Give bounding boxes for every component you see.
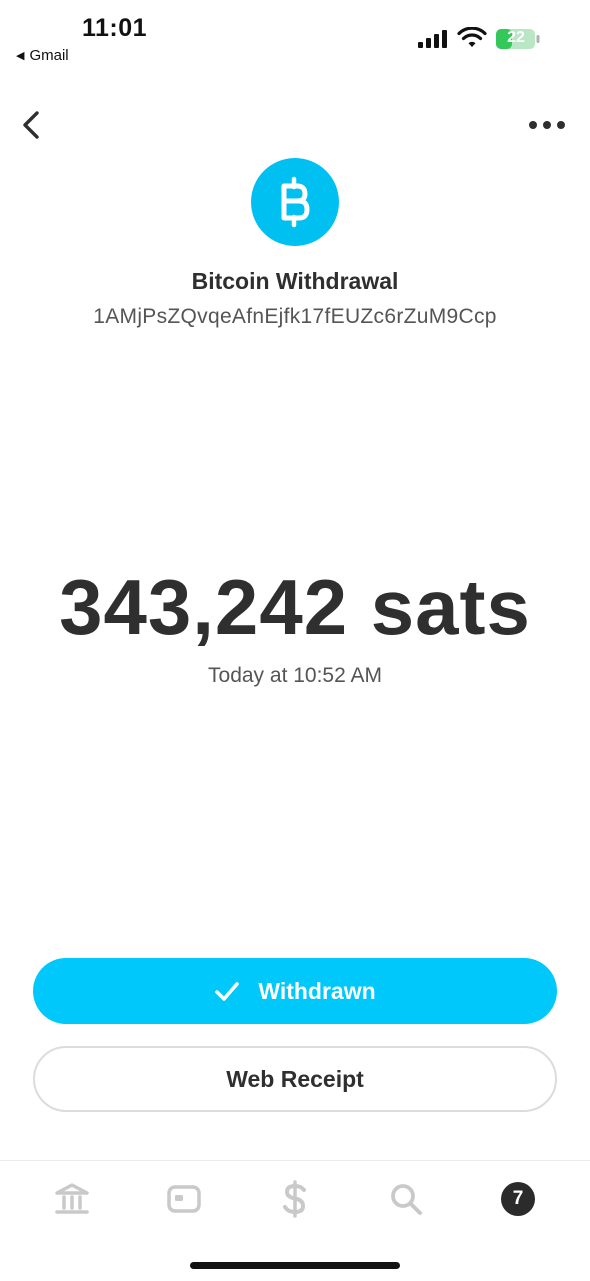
transaction-title: Bitcoin Withdrawal [191,268,399,294]
tab-banking[interactable] [52,1179,92,1219]
back-triangle-icon: ◀ [16,50,25,62]
ellipsis-icon[interactable] [528,116,566,134]
tab-money[interactable] [275,1179,315,1219]
status-time: 11:01 [82,14,148,42]
activity-badge: 7 [501,1182,535,1216]
checkmark-icon [215,982,240,1001]
chevron-left-icon[interactable] [18,108,46,142]
bank-icon [55,1183,89,1214]
tab-card[interactable] [164,1179,204,1219]
tab-search[interactable] [386,1179,426,1219]
web-receipt-button[interactable]: Web Receipt [33,1046,557,1112]
wallet-address: 1AMjPsZQvqeAfnEjfk17fEUZc6rZuM9Ccp [93,305,497,328]
battery-icon [496,29,540,49]
cellular-signal-icon [418,30,447,48]
back-app-label: Gmail [29,47,69,64]
transaction-amount: 343,242 sats [59,563,531,651]
dollar-icon [283,1180,306,1218]
back-to-app-link[interactable]: ◀ Gmail [16,47,69,64]
bottom-tab-bar: 7 [0,1160,590,1281]
withdrawn-label: Withdrawn [258,977,376,1004]
wifi-icon [457,27,487,47]
web-receipt-label: Web Receipt [226,1065,364,1092]
search-icon [391,1184,422,1215]
battery-percent: 22 [507,29,525,46]
bitcoin-avatar [251,158,339,246]
bitcoin-icon [281,176,310,228]
tab-activity[interactable]: 7 [498,1179,538,1219]
card-icon [167,1185,201,1213]
transaction-date: Today at 10:52 AM [208,664,382,687]
withdrawn-status-button[interactable]: Withdrawn [33,958,557,1024]
battery-indicator: 22 [495,28,541,50]
home-indicator[interactable] [190,1262,400,1269]
